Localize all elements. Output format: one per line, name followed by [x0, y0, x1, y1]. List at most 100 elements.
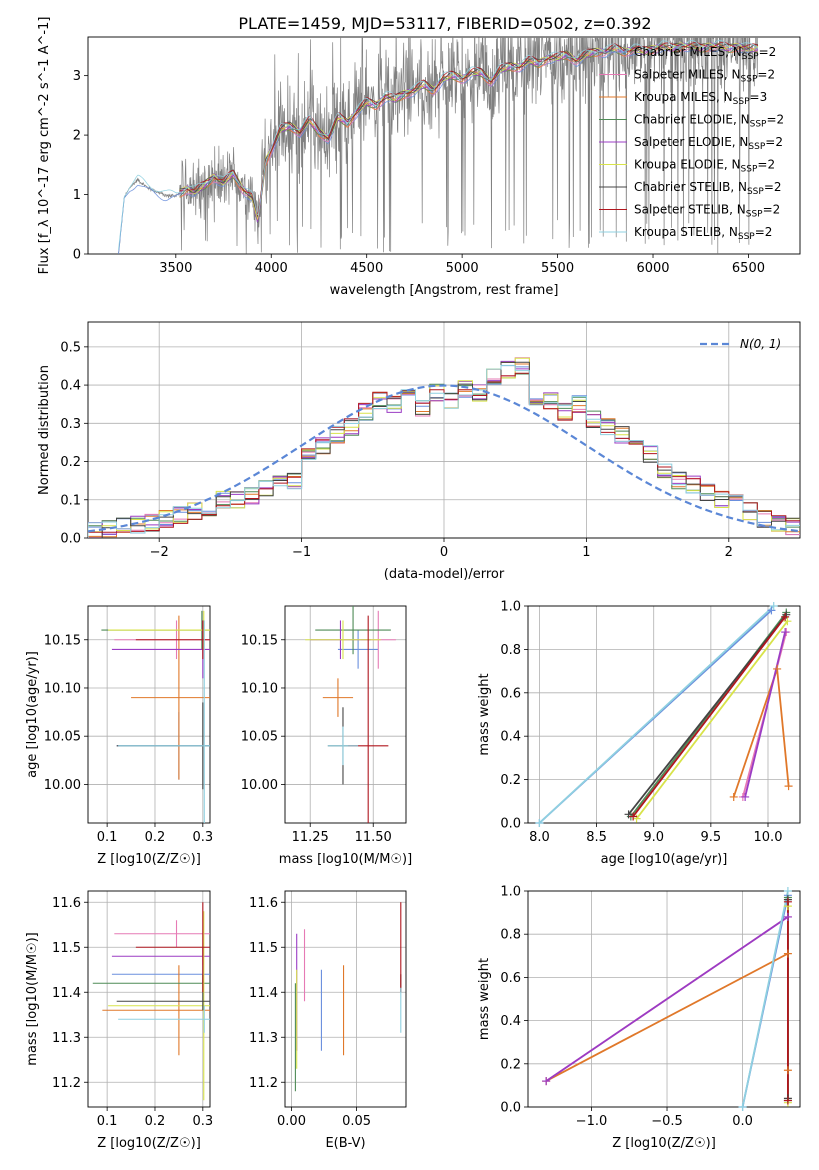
age-vs-mass-ytick-label: 10.15: [241, 633, 278, 648]
age-vs-mass-xtick-label: 11.25: [292, 830, 329, 845]
mass-vs-extinction-ytick-label: 11.3: [249, 1031, 278, 1046]
age-vs-metallicity-xtick-label: 0.3: [192, 830, 213, 845]
age-vs-metallicity-xlabel: Z [log10(Z/Z☉)]: [97, 852, 201, 867]
legend-label-1: Salpeter MILES, NSSP=2: [634, 68, 775, 85]
mass-weight-vs-age-ytick-label: 0.2: [500, 773, 521, 788]
spectrum-xtick-label: 4500: [350, 261, 383, 276]
mass-weight-vs-metallicity-ytick-label: 0.6: [500, 971, 521, 986]
mass-weight-vs-age-ytick-label: 0.8: [500, 643, 521, 658]
legend-label-suffix: =3: [750, 90, 768, 104]
mass-weight-vs-metallicity-xtick-label: −1.0: [576, 1114, 608, 1129]
legend-label-sub: SSP: [742, 52, 759, 62]
mass-vs-metallicity-xtick-label: 0.3: [192, 1114, 213, 1129]
normal-reference-curve: [88, 384, 800, 533]
mass-vs-metallicity-xtick-label: 0.2: [145, 1114, 166, 1129]
residual-histogram-xlabel: (data-model)/error: [384, 567, 505, 582]
mass-weight-vs-metallicity-xlabel: Z [log10(Z/Z☉)]: [612, 1136, 716, 1151]
mass-weight-vs-age-xlabel: age [log10(age/yr)]: [601, 852, 728, 867]
residual-histogram-ytick-label: 0.0: [60, 532, 81, 547]
legend-label-suffix: =2: [757, 68, 775, 82]
mass-weight-vs-metallicity-ytick-label: 0.0: [500, 1101, 521, 1116]
age-vs-metallicity-ytick-label: 10.15: [44, 633, 81, 648]
mass-vs-metallicity-ylabel: mass [log10(M/M☉)]: [25, 932, 40, 1065]
age-vs-mass-ytick-label: 10.00: [241, 778, 278, 793]
spectrum-model-line-7: [179, 41, 759, 217]
legend-label-suffix: =2: [757, 158, 775, 172]
legend-label-prefix: Chabrier MILES, N: [634, 45, 742, 59]
mass-weight-vs-age-series-5: [635, 620, 789, 820]
spectrum-plot-area: [118, 37, 759, 254]
residual-histogram-ytick-label: 0.4: [60, 379, 81, 394]
spectrum-ytick-label: 0: [73, 248, 81, 263]
legend-label-7: Salpeter STELIB, NSSP=2: [634, 203, 780, 220]
age-vs-mass-frame: [284, 605, 407, 824]
age-vs-metallicity-plot-area: [101, 610, 210, 823]
mass-vs-metallicity-plot-area: [92, 902, 210, 1101]
age-vs-metallicity-ytick-label: 10.10: [44, 681, 81, 696]
legend-label-suffix: =2: [755, 225, 773, 239]
legend-label-4: Salpeter ELODIE, NSSP=2: [634, 135, 783, 152]
mass-weight-vs-metallicity-marker-8: [738, 1103, 747, 1111]
legend-label-sub: SSP: [741, 165, 758, 175]
mass-vs-metallicity-xtick-label: 0.1: [97, 1114, 118, 1129]
mass-weight-vs-age-marker-2: [773, 664, 782, 673]
mass-weight-vs-age-ytick-label: 1.0: [500, 600, 521, 615]
legend-label-suffix: =2: [763, 203, 781, 217]
residual-histogram-plot-area: [88, 357, 800, 538]
mass-vs-extinction-ytick-label: 11.2: [249, 1076, 278, 1091]
mass-vs-extinction-ytick-label: 11.4: [249, 986, 278, 1001]
legend-label-0: Chabrier MILES, NSSP=2: [634, 45, 776, 62]
spectrum-ytick-label: 3: [73, 69, 81, 84]
mass-weight-vs-metallicity-ylabel: mass weight: [477, 958, 492, 1040]
panels-group: 3500 4000 4500 5000 5500 6000 6500 0 1 2 3 waveleng…: [25, 17, 801, 1151]
spectrum-ylabel: Flux [f_λ 10^-17 erg cm^-2 s^-1 A^-1]: [37, 17, 52, 275]
mass-weight-vs-metallicity-frame: [527, 890, 801, 1108]
legend-label-5: Kroupa ELODIE, NSSP=2: [634, 158, 775, 175]
spectrum-ytick-label: 2: [73, 129, 81, 144]
residual-histogram-frame: [87, 321, 801, 539]
mass-weight-vs-metallicity-marker-2: [783, 1066, 792, 1075]
legend-label-prefix: Salpeter ELODIE, N: [634, 135, 748, 149]
mass-weight-vs-metallicity-xtick-label: −0.5: [651, 1114, 683, 1129]
mass-weight-vs-age-marker-2: [784, 782, 793, 791]
mass-weight-vs-metallicity-marker-7: [783, 1096, 792, 1105]
mass-weight-vs-metallicity-ytick-label: 0.8: [500, 928, 521, 943]
mass-weight-vs-age-xtick-label: 10.0: [754, 830, 783, 845]
mass-vs-metallicity-ytick-label: 11.3: [52, 1031, 81, 1046]
legend-label-2: Kroupa MILES, NSSP=3: [634, 90, 767, 107]
spectrum-panel: 3500 4000 4500 5000 5500 6000 6500 0 1 2 3 waveleng…: [37, 17, 801, 298]
residual-histogram-ytick-label: 0.2: [60, 455, 81, 470]
mass-vs-metallicity-ytick-label: 11.4: [52, 986, 81, 1001]
mass-weight-vs-age-xtick-label: 8.5: [586, 830, 607, 845]
legend-label-suffix: =2: [759, 45, 777, 59]
spectrum-xtick-label: 4000: [255, 261, 288, 276]
residual-histogram-xtick-label: 0: [440, 545, 448, 560]
mass-vs-metallicity-xlabel: Z [log10(Z/Z☉)]: [97, 1136, 201, 1151]
legend-label-sub: SSP: [750, 120, 767, 130]
mass-weight-vs-age-marker-4: [781, 628, 790, 637]
mass-weight-vs-metallicity-ytick-label: 0.4: [500, 1014, 521, 1029]
age-vs-metallicity-ytick-label: 10.00: [44, 778, 81, 793]
age-vs-metallicity-ylabel: age [log10(age/yr)]: [25, 651, 40, 778]
mass-vs-extinction-panel: 0.00 0.05 11.2 11.3 11.4 11.5 11.6 E(B-V): [249, 890, 407, 1151]
mass-vs-extinction-plot-area: [294, 902, 402, 1092]
mass-weight-vs-age-marker-6: [624, 810, 633, 819]
mass-weight-vs-age-marker-2: [729, 792, 738, 801]
mass-vs-extinction-xtick-label: 0.05: [342, 1114, 371, 1129]
mass-vs-metallicity-ytick-label: 11.5: [52, 941, 81, 956]
mass-weight-vs-age-marker-0: [767, 606, 776, 615]
legend-label-6: Chabrier STELIB, NSSP=2: [634, 180, 782, 197]
mass-weight-vs-metallicity-panel: −1.0 −0.5 0.0 0.0 0.2 0.4 0.6 0.8 1.0 Z [log10(Z/…: [477, 885, 801, 1151]
legend-label-suffix: =2: [766, 113, 784, 127]
mass-vs-metallicity-panel: 0.1 0.2 0.3 11.2 11.3 11.4 11.5 11.6 Z [log10(Z/…: [25, 890, 213, 1151]
mass-weight-vs-age-marker-8: [535, 819, 544, 827]
legend-label-prefix: Kroupa ELODIE, N: [634, 158, 741, 172]
age-vs-metallicity-xtick-label: 0.1: [97, 830, 118, 845]
legend-label-sub: SSP: [733, 97, 750, 107]
residual-histogram-xtick-label: −2: [150, 545, 169, 560]
mass-vs-extinction-frame: [284, 890, 407, 1108]
age-vs-metallicity-panel: 0.1 0.2 0.3 10.00 10.05 10.10 10.15 Z [log10(Z/…: [25, 605, 213, 867]
mass-weight-vs-age-marker-5: [783, 617, 792, 626]
legend-label-prefix: Kroupa MILES, N: [634, 90, 733, 104]
